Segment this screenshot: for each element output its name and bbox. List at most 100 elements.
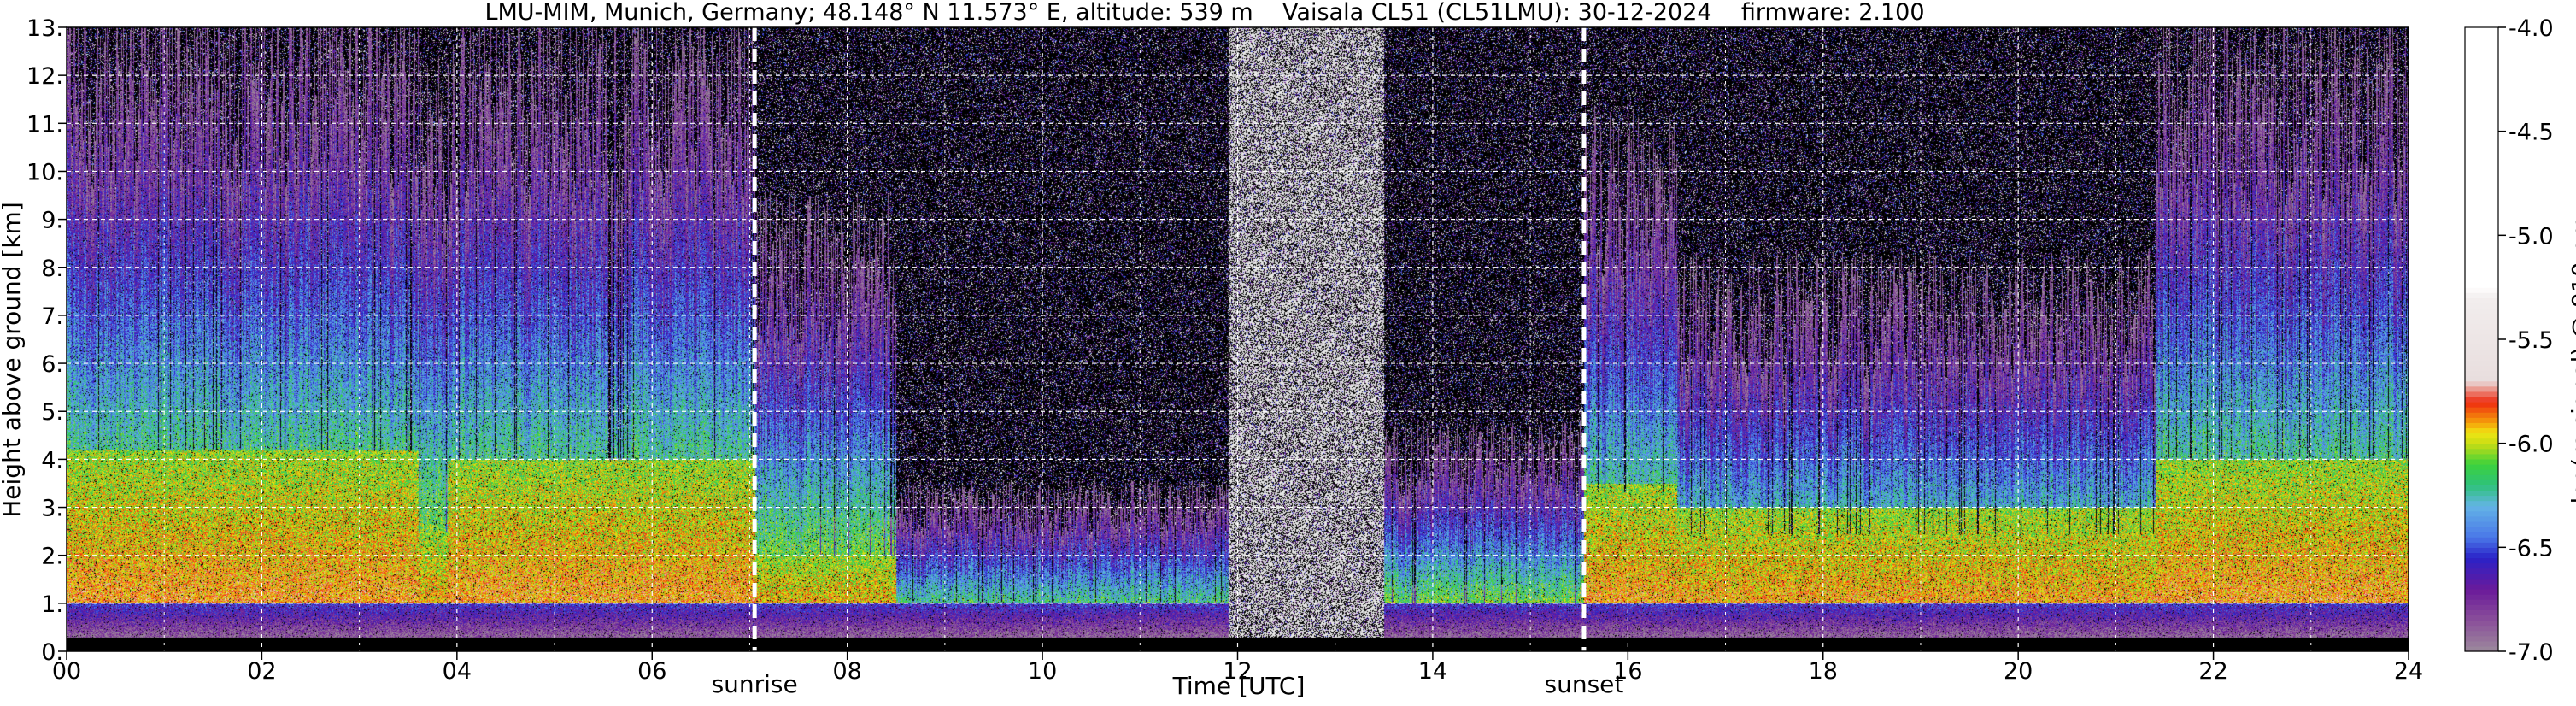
y-tick-label: 13.	[26, 15, 63, 42]
x-tick-label: 02	[247, 658, 276, 685]
colorbar-step	[2465, 573, 2498, 580]
colorbar-step	[2465, 157, 2498, 163]
colorbar-step	[2465, 443, 2498, 450]
colorbar-step	[2465, 615, 2498, 621]
colorbar-step	[2465, 141, 2498, 148]
colorbar-step	[2465, 474, 2498, 480]
colorbar-step	[2465, 490, 2498, 497]
colorbar-step	[2465, 583, 2498, 590]
colorbar-step	[2465, 230, 2498, 236]
colorbar-tick-label: -6.0	[2509, 432, 2554, 458]
colorbar-step	[2465, 365, 2498, 372]
colorbar-tick-label: -6.5	[2509, 535, 2554, 562]
colorbar-step	[2465, 630, 2498, 637]
colorbar-step	[2465, 203, 2498, 210]
colorbar-step	[2465, 48, 2498, 55]
colorbar-step	[2465, 209, 2498, 215]
colorbar-step	[2465, 370, 2498, 377]
colorbar-step	[2465, 640, 2498, 647]
colorbar-step	[2465, 313, 2498, 320]
y-tick-label: 10.	[26, 159, 63, 185]
colorbar-step	[2465, 146, 2498, 153]
colorbar-step	[2465, 609, 2498, 616]
sunset-label: sunset	[1544, 670, 1624, 698]
colorbar-step	[2465, 32, 2498, 38]
x-axis-label: Time [UTC]	[1172, 672, 1306, 700]
colorbar-step	[2465, 625, 2498, 632]
colorbar-step	[2465, 193, 2498, 200]
x-tick-label: 06	[637, 658, 666, 685]
colorbar-step	[2465, 515, 2498, 522]
colorbar-step	[2465, 485, 2498, 491]
x-tick-label: 10	[1028, 658, 1057, 685]
colorbar: -7.0 -6.5 -6.0 -5.5 -5.0 -4.5 -4.0	[2464, 15, 2554, 666]
colorbar-step	[2465, 557, 2498, 564]
colorbar-step	[2465, 105, 2498, 111]
colorbar-step	[2465, 168, 2498, 174]
colorbar-step	[2465, 235, 2498, 242]
colorbar-step	[2465, 532, 2498, 538]
y-tick-label: 2.	[41, 544, 63, 570]
colorbar-step	[2465, 136, 2498, 143]
colorbar-step	[2465, 500, 2498, 507]
y-tick-label: 0.	[41, 639, 63, 666]
colorbar-step	[2465, 339, 2498, 345]
colorbar-step	[2465, 412, 2498, 418]
x-tick-label: 00	[52, 658, 81, 685]
colorbar-tick-label: -7.0	[2509, 639, 2554, 666]
colorbar-tick-label: -5.0	[2509, 223, 2554, 250]
colorbar-step	[2465, 27, 2498, 33]
colorbar-step	[2465, 355, 2498, 361]
colorbar-step	[2465, 458, 2498, 465]
colorbar-step	[2465, 198, 2498, 205]
colorbar-step	[2465, 328, 2498, 335]
colorbar-step	[2465, 303, 2498, 309]
colorbar-step	[2465, 333, 2498, 340]
y-tick-label: 7.	[41, 303, 63, 330]
colorbar-step	[2465, 479, 2498, 485]
colorbar-step	[2465, 620, 2498, 627]
colorbar-step	[2465, 173, 2498, 179]
colorbar-step	[2465, 521, 2498, 527]
x-tick-label: 08	[832, 658, 861, 685]
colorbar-step	[2465, 277, 2498, 283]
event-lines	[752, 27, 1587, 651]
x-tick-label: 22	[2198, 658, 2227, 685]
x-tick-label: 18	[1809, 658, 1838, 685]
colorbar-step	[2465, 261, 2498, 268]
colorbar-step	[2465, 453, 2498, 460]
colorbar-step	[2465, 126, 2498, 132]
colorbar-step	[2465, 282, 2498, 288]
colorbar-step	[2465, 68, 2498, 75]
colorbar-step	[2465, 245, 2498, 252]
colorbar-step	[2465, 510, 2498, 517]
colorbar-step	[2465, 79, 2498, 85]
colorbar-step	[2465, 121, 2498, 127]
x-tick-label: 24	[2394, 658, 2423, 685]
x-tick-label: 20	[2004, 658, 2033, 685]
y-tick-label: 3.	[41, 496, 63, 522]
axes: 00 02 04 06 08 10 12 14 16 18 20 22 24 0. 1. 2. 3. 4. 5. 6.…	[26, 15, 2423, 685]
colorbar-step	[2465, 385, 2498, 392]
colorbar-step	[2465, 178, 2498, 185]
y-tick-label: 1.	[41, 591, 63, 618]
y-tick-label: 11.	[26, 111, 63, 138]
colorbar-step	[2465, 74, 2498, 80]
colorbar-step	[2465, 38, 2498, 44]
colorbar-step	[2465, 417, 2498, 423]
colorbar-step	[2465, 396, 2498, 403]
colorbar-step	[2465, 594, 2498, 600]
colorbar-step	[2465, 250, 2498, 257]
colorbar-step	[2465, 469, 2498, 475]
x-tick-label: 12	[1223, 658, 1252, 685]
colorbar-step	[2465, 225, 2498, 231]
y-tick-label: 5.	[41, 399, 63, 426]
x-tick-label: 14	[1418, 658, 1447, 685]
colorbar-step	[2465, 360, 2498, 367]
colorbar-step	[2465, 110, 2498, 117]
colorbar-step	[2465, 432, 2498, 439]
x-tick-label: 16	[1613, 658, 1642, 685]
colorbar-step	[2465, 323, 2498, 330]
colorbar-step	[2465, 183, 2498, 190]
